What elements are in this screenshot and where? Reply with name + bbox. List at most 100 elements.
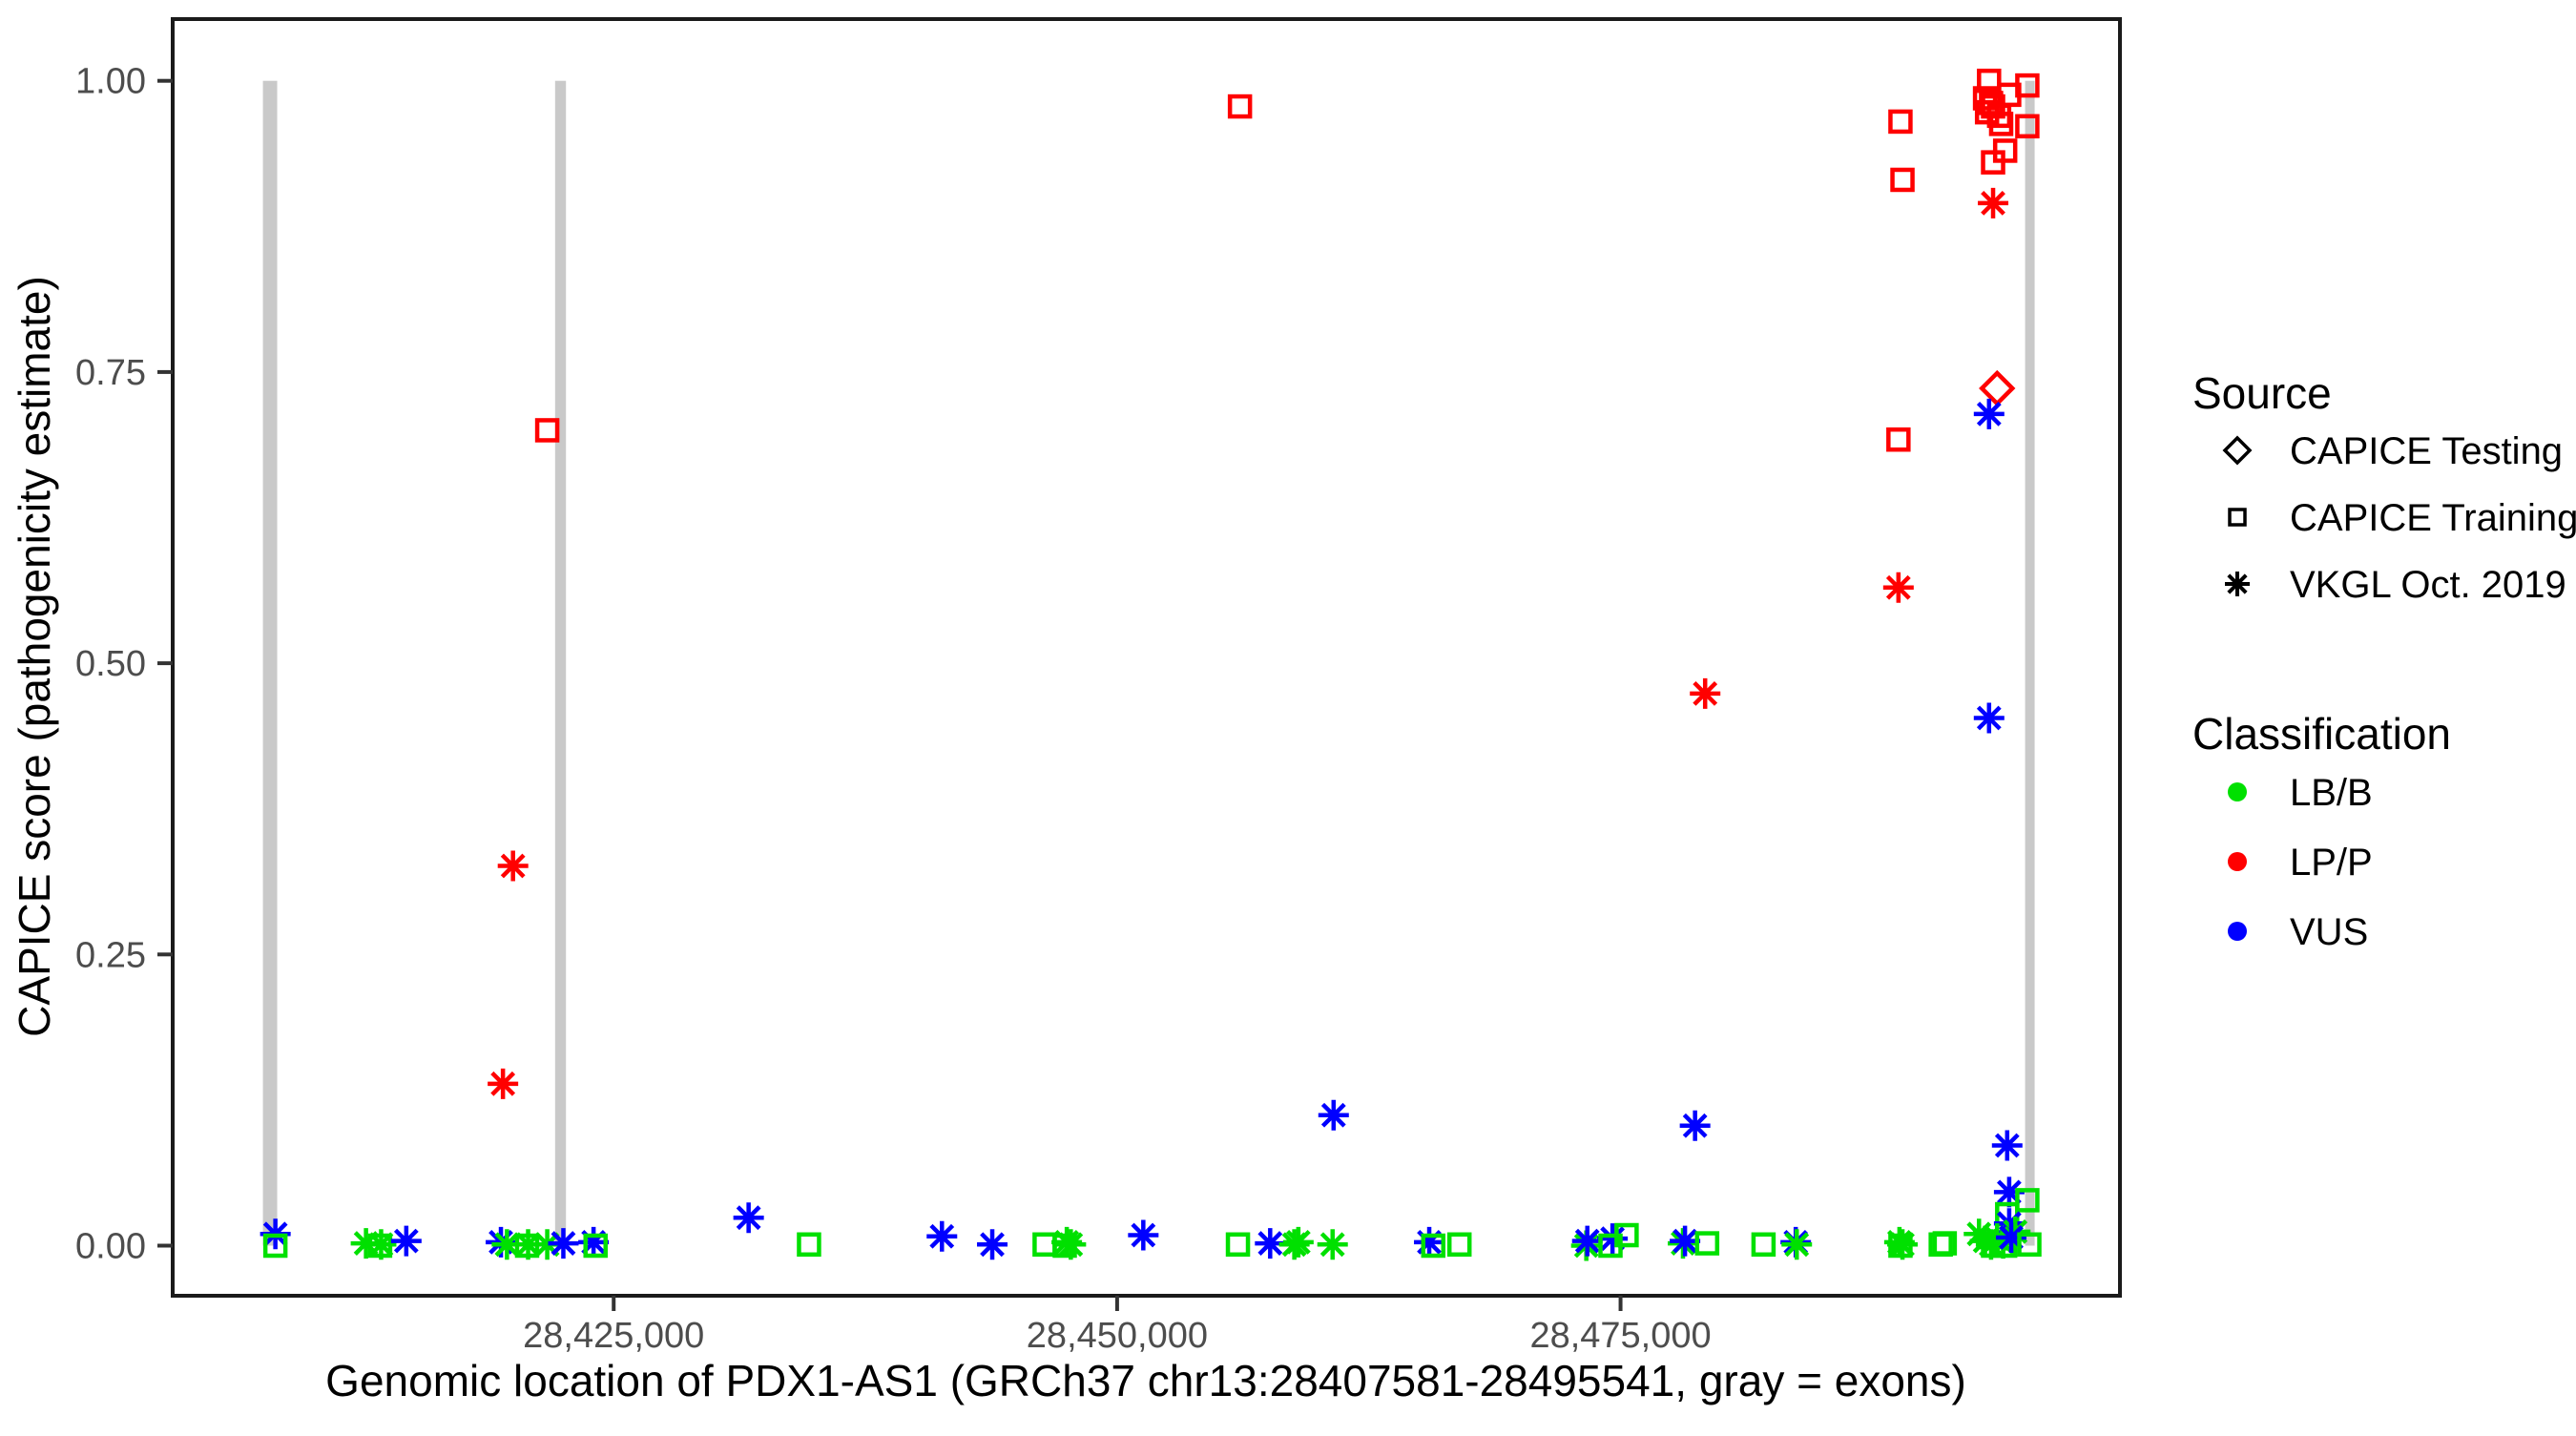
data-point: [1882, 572, 1914, 603]
legend: Source CAPICE Testing CAPICE Training VKGL…: [2192, 368, 2576, 953]
asterisk-marker: [1597, 1223, 1629, 1255]
exon-bands-layer: [262, 80, 2035, 1246]
asterisk-marker: [1128, 1219, 1159, 1251]
asterisk-marker: [578, 1226, 610, 1258]
data-point: [797, 1232, 821, 1258]
square-marker: [1614, 1222, 1639, 1248]
data-point: [2015, 1188, 2040, 1213]
asterisk-marker: [1255, 1228, 1286, 1259]
diamond-marker: [1979, 369, 2016, 407]
square-marker: [2228, 508, 2247, 527]
asterisk-marker: [2225, 572, 2250, 596]
square-marker: [534, 418, 560, 443]
data-point: [534, 418, 560, 443]
asterisk-marker: [1973, 398, 2005, 429]
data-point: [1446, 1232, 1472, 1258]
square-marker: [1932, 1231, 1958, 1256]
data-point: [262, 1233, 288, 1259]
asterisk-marker: [1978, 187, 2009, 219]
y-axis-title: CAPICE score (pathogenicity estimate): [10, 276, 59, 1037]
asterisk-marker: [733, 1202, 764, 1234]
data-point: [531, 1229, 563, 1260]
asterisk-marker: [1414, 1226, 1445, 1258]
data-point: [512, 1229, 544, 1260]
data-point: [1421, 1233, 1446, 1259]
asterisk-marker: [488, 1068, 519, 1099]
data-point: [1414, 1226, 1445, 1258]
square-marker: [2015, 114, 2040, 139]
square-marker: [1227, 94, 1253, 119]
asterisk-marker: [1670, 1225, 1701, 1257]
data-point: [548, 1228, 579, 1259]
data-point: [1128, 1219, 1159, 1251]
asterisk-marker: [1973, 702, 2005, 734]
asterisk-marker: [1317, 1229, 1348, 1260]
legend-dot: [2228, 922, 2247, 941]
y-tick-label: 0.50: [75, 644, 146, 684]
square-marker: [1890, 167, 1915, 193]
square-marker: [2017, 1232, 2042, 1258]
data-point: [1282, 1226, 1314, 1258]
asterisk-marker: [1996, 1221, 2027, 1253]
data-point: [583, 1233, 608, 1259]
data-point: [733, 1202, 764, 1234]
square-marker: [797, 1232, 821, 1258]
data-point: [1227, 94, 1253, 119]
square-marker: [1981, 150, 2005, 175]
asterisk-marker: [1282, 1226, 1314, 1258]
asterisk-marker: [512, 1229, 544, 1260]
y-tick-label: 1.00: [75, 62, 146, 102]
data-point: [390, 1225, 422, 1257]
data-point: [2015, 114, 2040, 139]
data-point: [491, 1229, 523, 1260]
legend-item-vus: VUS: [2228, 911, 2368, 953]
asterisk-marker: [1318, 1099, 1349, 1131]
data-point: [1981, 150, 2005, 175]
legend-source-items: CAPICE Testing CAPICE Training VKGL Oct. 2…: [2222, 430, 2576, 606]
asterisk-marker: [491, 1229, 523, 1260]
data-point: [1978, 187, 2009, 219]
asterisk-marker: [1690, 677, 1721, 709]
asterisk-marker: [1781, 1229, 1813, 1260]
data-point: [1317, 1229, 1348, 1260]
exon-band: [554, 80, 567, 1246]
data-point: [497, 850, 529, 882]
data-points-layer: [260, 68, 2042, 1261]
asterisk-marker: [1679, 1110, 1711, 1141]
square-marker: [262, 1233, 288, 1259]
data-point: [1670, 1225, 1701, 1257]
data-point: [1225, 1232, 1251, 1258]
data-point: [1973, 398, 2005, 429]
x-tick-label: 28,425,000: [523, 1316, 704, 1356]
data-point: [486, 1226, 517, 1258]
square-marker: [1751, 1232, 1776, 1258]
data-point: [1996, 1221, 2027, 1253]
asterisk-marker: [1991, 1130, 2023, 1161]
data-point: [1887, 1229, 1919, 1260]
data-point: [1597, 1223, 1629, 1255]
data-point: [1888, 109, 1913, 135]
y-tick-label: 0.00: [75, 1227, 146, 1267]
asterisk-marker: [926, 1220, 958, 1252]
legend-item-label: CAPICE Training: [2290, 497, 2576, 539]
asterisk-marker: [548, 1228, 579, 1259]
axes-layer: 28,425,000 28,450,000 28,475,000 0.00 0.25 0.…: [75, 62, 1712, 1356]
asterisk-marker: [1993, 1176, 2025, 1208]
legend-item-lpp: LP/P: [2228, 842, 2373, 884]
data-point: [1055, 1229, 1087, 1260]
asterisk-marker: [977, 1229, 1008, 1260]
legend-item-asterisk: VKGL Oct. 2019: [2225, 564, 2566, 606]
legend-classification-items: LB/B LP/P VUS: [2228, 772, 2373, 953]
data-point: [1751, 1232, 1776, 1258]
square-marker: [1446, 1232, 1472, 1258]
legend-item-label: CAPICE Testing: [2290, 430, 2563, 472]
data-point: [578, 1226, 610, 1258]
legend-dot: [2228, 782, 2247, 801]
data-point: [1890, 167, 1915, 193]
exon-band: [2025, 80, 2035, 1246]
data-point: [1614, 1222, 1639, 1248]
data-point: [488, 1068, 519, 1099]
square-marker: [1032, 1232, 1057, 1258]
legend-item-label: VKGL Oct. 2019: [2290, 564, 2566, 606]
